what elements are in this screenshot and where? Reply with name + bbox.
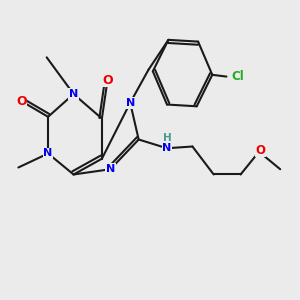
- Text: N: N: [162, 143, 172, 153]
- Text: N: N: [106, 164, 115, 174]
- Text: N: N: [69, 89, 78, 99]
- Text: Cl: Cl: [232, 70, 244, 83]
- Text: O: O: [16, 94, 26, 107]
- Text: N: N: [126, 98, 135, 108]
- Text: N: N: [44, 148, 53, 158]
- Text: H: H: [163, 134, 171, 143]
- Text: O: O: [102, 74, 113, 87]
- Text: O: O: [255, 143, 266, 157]
